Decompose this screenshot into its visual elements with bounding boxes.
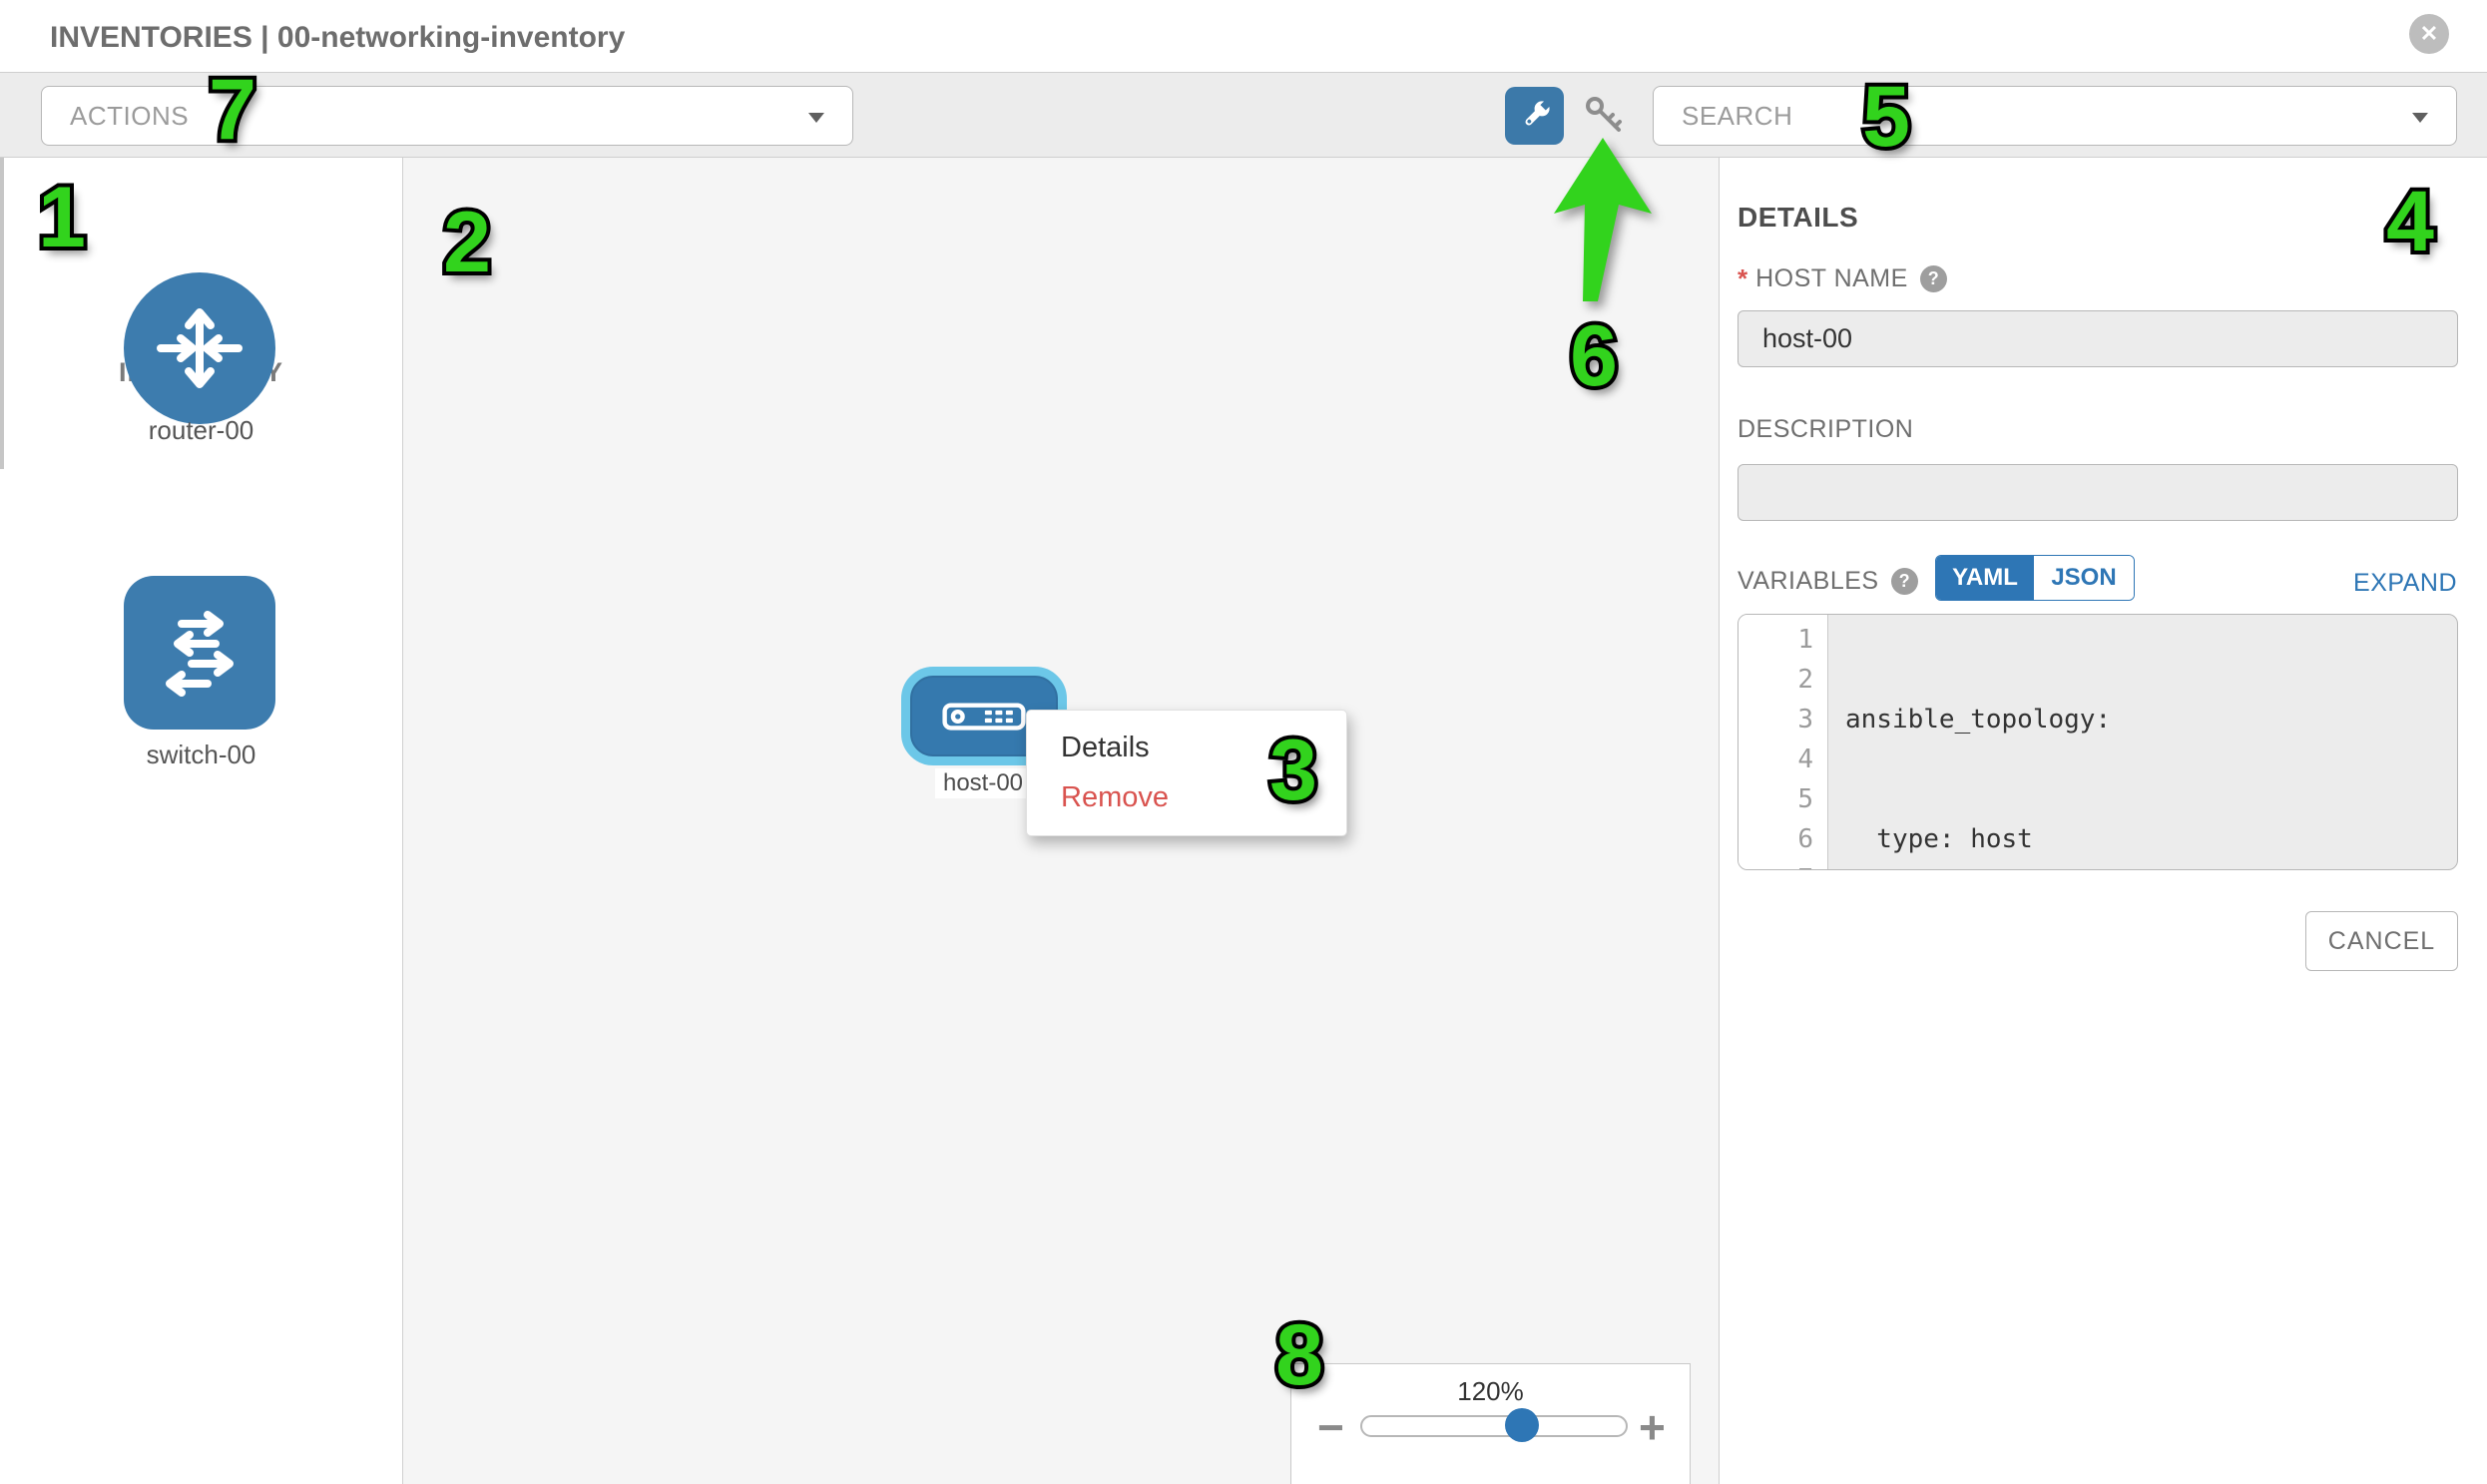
zoom-widget: 120% − + [1290,1363,1691,1484]
actions-dropdown[interactable]: ACTIONS [41,86,853,146]
variables-format-toggle: YAML JSON [1935,555,2135,601]
details-panel-title: DETAILS [1738,202,1859,233]
context-menu-item-remove[interactable]: Remove [1061,781,1169,813]
node-context-menu: Details Remove [1026,710,1347,836]
context-menu-item-details[interactable]: Details [1061,732,1150,763]
yaml-toggle-button[interactable]: YAML [1936,556,2034,600]
chevron-down-icon [2412,113,2428,123]
search-dropdown[interactable]: SEARCH [1653,86,2457,146]
toggle-toolbox-button[interactable] [1505,87,1564,145]
zoom-slider-thumb[interactable] [1505,1408,1539,1442]
inventory-palette: INVENTORY router-00 [0,158,403,1484]
variables-label: VARIABLES [1738,567,1879,595]
code-gutter: 1 2 3 4 5 6 7 [1739,615,1828,869]
help-icon[interactable]: ? [1919,265,1947,292]
credentials-key-button[interactable] [1582,93,1628,139]
code-line: type: host [1845,824,2033,854]
description-input[interactable] [1738,464,2458,521]
chevron-down-icon [808,113,824,123]
code-line: ansible_topology: [1845,705,2112,735]
zoom-in-button[interactable]: + [1639,1401,1666,1453]
search-dropdown-label: SEARCH [1682,101,1793,131]
details-panel: DETAILS * HOST NAME ? DESCRIPTION VARIAB… [1719,158,2487,1484]
required-asterisk: * [1738,263,1748,293]
actions-dropdown-label: ACTIONS [70,101,190,131]
expand-link[interactable]: EXPAND [2353,569,2457,597]
zoom-slider[interactable] [1360,1408,1628,1442]
palette-scrollbar[interactable] [0,158,4,469]
help-icon[interactable]: ? [1890,568,1918,595]
cancel-button[interactable]: CANCEL [2305,911,2458,971]
header: INVENTORIES | 00-networking-inventory ✕ [0,0,2487,72]
zoom-out-button[interactable]: − [1317,1401,1344,1453]
close-icon: ✕ [2419,21,2439,46]
palette-item-router[interactable] [124,272,275,424]
code-content: ansible_topology: type: host name: host-… [1828,615,2457,869]
host-name-input[interactable] [1738,310,2458,367]
palette-item-label: router-00 [148,415,254,445]
palette-item-switch[interactable] [124,576,275,730]
variables-label-row: VARIABLES ? [1738,567,1918,596]
description-label: DESCRIPTION [1738,415,1914,443]
close-button[interactable]: ✕ [2409,14,2449,54]
palette-item-label: switch-00 [146,740,256,769]
json-toggle-button[interactable]: JSON [2034,556,2134,600]
variables-code-editor[interactable]: 1 2 3 4 5 6 7 ansible_topology: type: ho… [1738,614,2458,870]
key-icon [1582,97,1628,143]
line-numbers: 1 2 3 4 5 6 7 [1797,625,1813,869]
host-name-label: HOST NAME [1755,264,1908,292]
topology-canvas[interactable]: host-00 Details Remove 120% − + [403,158,1719,1484]
zoom-level-value: 120% [1457,1376,1524,1406]
host-name-label-row: * HOST NAME ? [1738,263,1947,294]
toolbar: ACTIONS [0,72,2487,158]
page-title: INVENTORIES | 00-networking-inventory [50,21,626,54]
host-node-label: host-00 [935,768,1031,798]
